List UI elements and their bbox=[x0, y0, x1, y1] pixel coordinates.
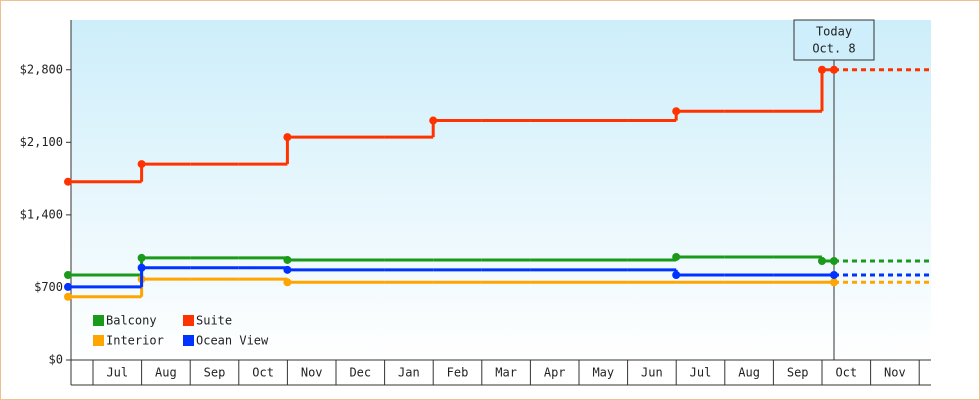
x-tick-label: Feb bbox=[447, 366, 469, 380]
point bbox=[672, 252, 681, 261]
legend-swatch bbox=[93, 335, 104, 346]
plot-area bbox=[71, 20, 931, 360]
x-tick-label: Nov bbox=[301, 366, 323, 380]
legend-label: Interior bbox=[106, 334, 164, 348]
x-tick-label: Jul bbox=[690, 366, 712, 380]
point bbox=[64, 177, 72, 186]
x-tick-label: Sep bbox=[204, 366, 226, 380]
x-tick-label: Mar bbox=[495, 366, 517, 380]
y-tick-label: $2,100 bbox=[20, 135, 63, 149]
point bbox=[283, 133, 292, 142]
x-tick-label: Aug bbox=[155, 366, 177, 380]
today-label: Today bbox=[816, 25, 852, 39]
x-tick-label: Oct bbox=[252, 366, 274, 380]
legend-label: Suite bbox=[196, 314, 232, 328]
today-box bbox=[793, 19, 875, 61]
x-tick-label: Dec bbox=[349, 366, 371, 380]
legend-label: Balcony bbox=[106, 314, 157, 328]
point bbox=[818, 65, 826, 74]
point bbox=[64, 271, 72, 279]
point bbox=[137, 160, 146, 169]
point bbox=[830, 257, 838, 266]
point bbox=[818, 257, 826, 266]
point bbox=[429, 116, 438, 125]
x-tick-label: Sep bbox=[787, 366, 809, 380]
point bbox=[283, 265, 292, 274]
today-date: Oct. 8 bbox=[812, 42, 855, 56]
y-tick-label: $700 bbox=[34, 280, 63, 294]
x-tick-label: Oct bbox=[835, 366, 857, 380]
x-tick-label: Apr bbox=[544, 366, 566, 380]
legend-swatch bbox=[183, 335, 194, 346]
y-tick-label: $2,800 bbox=[20, 62, 63, 76]
point bbox=[64, 282, 72, 291]
point bbox=[672, 271, 681, 279]
x-tick-label: Aug bbox=[738, 366, 760, 380]
x-tick-label: Jul bbox=[106, 366, 128, 380]
x-tick-label: Jun bbox=[641, 366, 663, 380]
point bbox=[830, 65, 838, 74]
point bbox=[830, 271, 838, 279]
y-tick-label: $0 bbox=[49, 353, 63, 367]
legend-swatch bbox=[183, 315, 194, 326]
point bbox=[137, 263, 146, 272]
point bbox=[830, 278, 838, 287]
x-tick-label: Nov bbox=[884, 366, 906, 380]
point bbox=[64, 292, 72, 301]
x-tick-label: May bbox=[592, 366, 614, 380]
point bbox=[137, 253, 146, 262]
point bbox=[283, 255, 292, 264]
x-tick-label: Jan bbox=[398, 366, 420, 380]
point bbox=[283, 278, 292, 287]
legend-swatch bbox=[93, 315, 104, 326]
y-tick-label: $1,400 bbox=[20, 207, 63, 221]
legend-label: Ocean View bbox=[196, 334, 269, 348]
point bbox=[672, 107, 681, 116]
